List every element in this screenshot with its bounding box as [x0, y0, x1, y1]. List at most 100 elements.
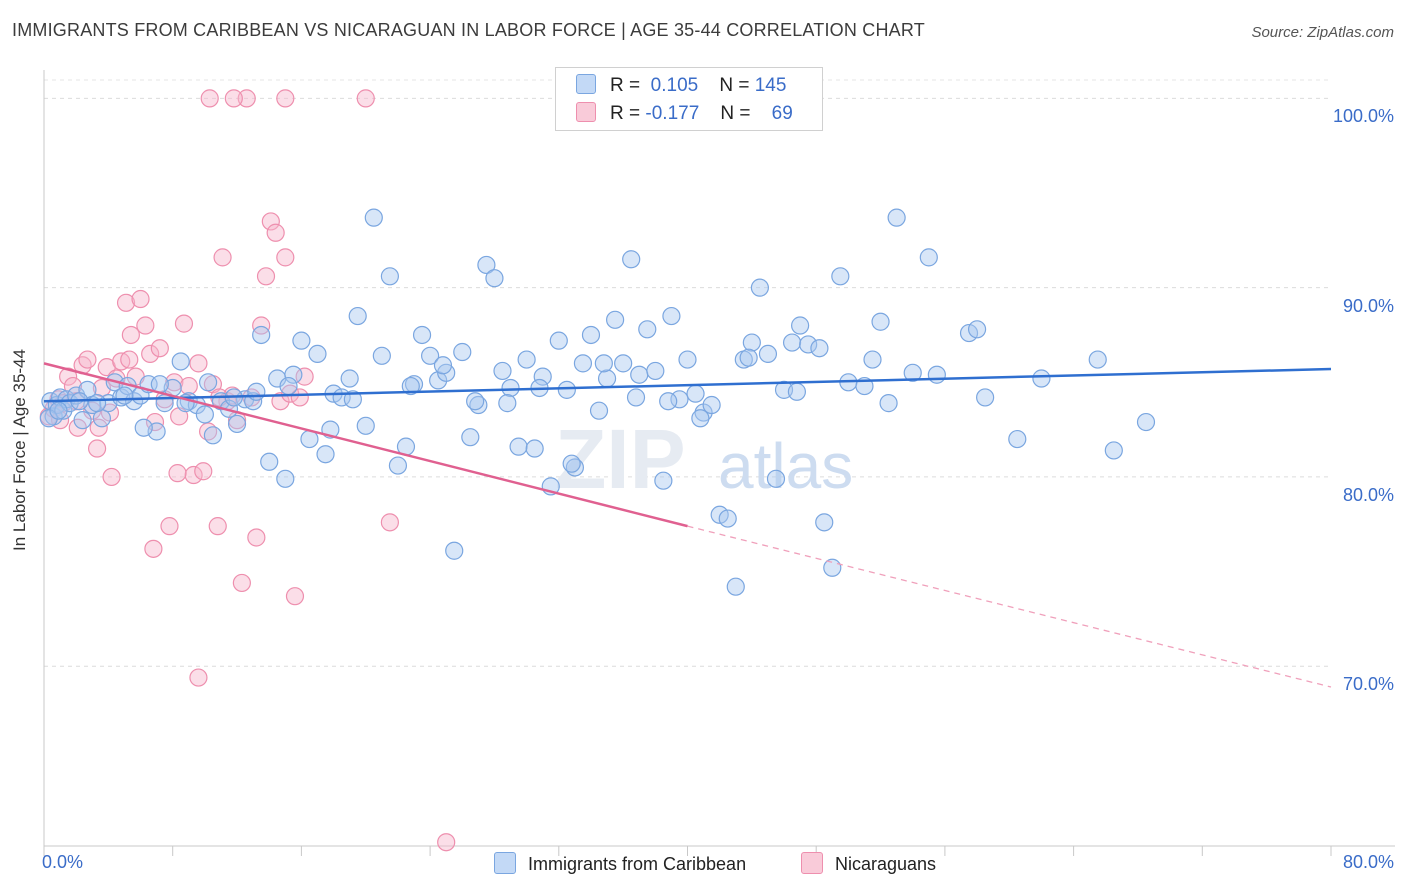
- point-caribbean: [659, 392, 678, 411]
- point-nicaraguan: [59, 367, 78, 386]
- point-nicaraguan: [232, 573, 251, 593]
- point-caribbean: [823, 558, 842, 577]
- point-nicaraguan: [131, 289, 150, 309]
- point-nicaraguan: [266, 223, 285, 242]
- point-caribbean: [831, 267, 850, 286]
- point-caribbean: [782, 333, 802, 352]
- point-nicaraguan: [189, 354, 208, 373]
- point-nicaraguan: [200, 89, 219, 108]
- point-caribbean: [445, 541, 464, 560]
- point-caribbean: [308, 344, 327, 364]
- point-caribbean: [799, 335, 818, 354]
- point-nicaraguan: [102, 467, 121, 487]
- point-caribbean: [787, 382, 806, 401]
- point-caribbean: [87, 394, 107, 413]
- point-caribbean: [477, 255, 496, 275]
- point-nicaraguan: [237, 89, 256, 108]
- point-caribbean: [702, 395, 721, 415]
- point-caribbean: [356, 416, 375, 435]
- point-caribbean: [670, 390, 689, 409]
- point-caribbean: [630, 365, 649, 384]
- point-nicaraguan: [184, 465, 203, 485]
- point-nicaraguan: [179, 376, 198, 396]
- point-caribbean: [549, 331, 568, 350]
- point-nicaraguan: [276, 89, 295, 108]
- point-caribbean: [279, 376, 298, 396]
- point-caribbean: [453, 342, 472, 362]
- point-caribbean: [260, 452, 279, 471]
- point-caribbean: [1088, 350, 1107, 369]
- point-caribbean: [134, 418, 153, 437]
- y-tick-label: 90.0%: [1342, 295, 1394, 316]
- point-nicaraguan: [224, 89, 243, 108]
- point-caribbean: [594, 354, 613, 373]
- point-caribbean: [203, 426, 223, 445]
- point-caribbean: [433, 356, 453, 375]
- point-nicaraguan: [136, 316, 155, 335]
- point-nicaraguan: [256, 267, 276, 286]
- point-caribbean: [372, 346, 391, 365]
- point-caribbean: [49, 401, 68, 420]
- point-caribbean: [380, 267, 399, 286]
- legend-swatch-pink: [576, 102, 596, 122]
- point-caribbean: [388, 456, 408, 475]
- point-caribbean: [73, 411, 92, 430]
- point-caribbean: [1104, 441, 1123, 460]
- legend-r-value-blue: 0.105: [650, 75, 699, 96]
- point-caribbean: [597, 369, 617, 388]
- x-tick-max: 80.0%: [1342, 852, 1394, 872]
- point-caribbean: [686, 384, 705, 403]
- y-tick-label: 70.0%: [1342, 674, 1394, 695]
- legend-swatch-blue: [576, 74, 596, 94]
- legend-row-nicaraguans: R = -0.177 N = 69: [576, 102, 793, 126]
- point-nicaraguan: [247, 528, 266, 547]
- point-caribbean: [589, 401, 609, 420]
- point-caribbean: [247, 382, 266, 401]
- point-caribbean: [654, 471, 673, 490]
- point-nicaraguan: [145, 412, 165, 432]
- point-caribbean: [171, 352, 190, 371]
- point-nicaraguan: [160, 517, 179, 536]
- point-nicaraguan: [78, 350, 97, 369]
- point-caribbean: [562, 454, 581, 473]
- legend-r-value-pink: -0.177: [645, 103, 700, 124]
- point-caribbean: [421, 346, 440, 365]
- point-caribbean: [493, 361, 512, 381]
- point-caribbean: [1008, 429, 1027, 449]
- point-caribbean: [364, 208, 383, 227]
- point-nicaraguan: [89, 418, 108, 437]
- point-caribbean: [501, 378, 520, 398]
- source-label: Source: ZipAtlas.com: [1251, 24, 1394, 41]
- point-caribbean: [340, 369, 359, 388]
- x-tick-min: 0.0%: [42, 852, 84, 872]
- y-tick-label: 100.0%: [1332, 106, 1394, 127]
- point-nicaraguan: [144, 539, 163, 558]
- legend-n-label: N =: [720, 103, 751, 124]
- point-caribbean: [810, 339, 829, 358]
- bottom-legend-swatch-pink: [801, 852, 823, 874]
- point-nicaraguan: [213, 248, 232, 267]
- point-nicaraguan: [174, 314, 194, 333]
- trend-line-nicaraguans-extrapolated: [687, 525, 1332, 688]
- y-tick-label: 80.0%: [1342, 484, 1394, 505]
- point-caribbean: [517, 350, 536, 369]
- point-caribbean: [581, 325, 601, 345]
- point-caribbean: [626, 388, 646, 407]
- point-caribbean: [1032, 369, 1051, 388]
- legend-r-label: R =: [610, 75, 641, 96]
- bottom-legend-swatch-blue: [494, 852, 516, 874]
- point-nicaraguan: [295, 367, 314, 386]
- point-caribbean: [461, 428, 480, 447]
- point-caribbean: [227, 414, 247, 434]
- series-caribbean: [39, 208, 1156, 596]
- point-caribbean: [863, 350, 882, 369]
- point-caribbean: [815, 513, 834, 532]
- point-caribbean: [54, 401, 73, 420]
- point-caribbean: [718, 509, 737, 528]
- point-caribbean: [614, 354, 633, 373]
- point-caribbean: [742, 333, 761, 352]
- legend-n-label: N =: [719, 75, 750, 96]
- point-nicaraguan: [252, 316, 271, 335]
- point-caribbean: [284, 365, 303, 384]
